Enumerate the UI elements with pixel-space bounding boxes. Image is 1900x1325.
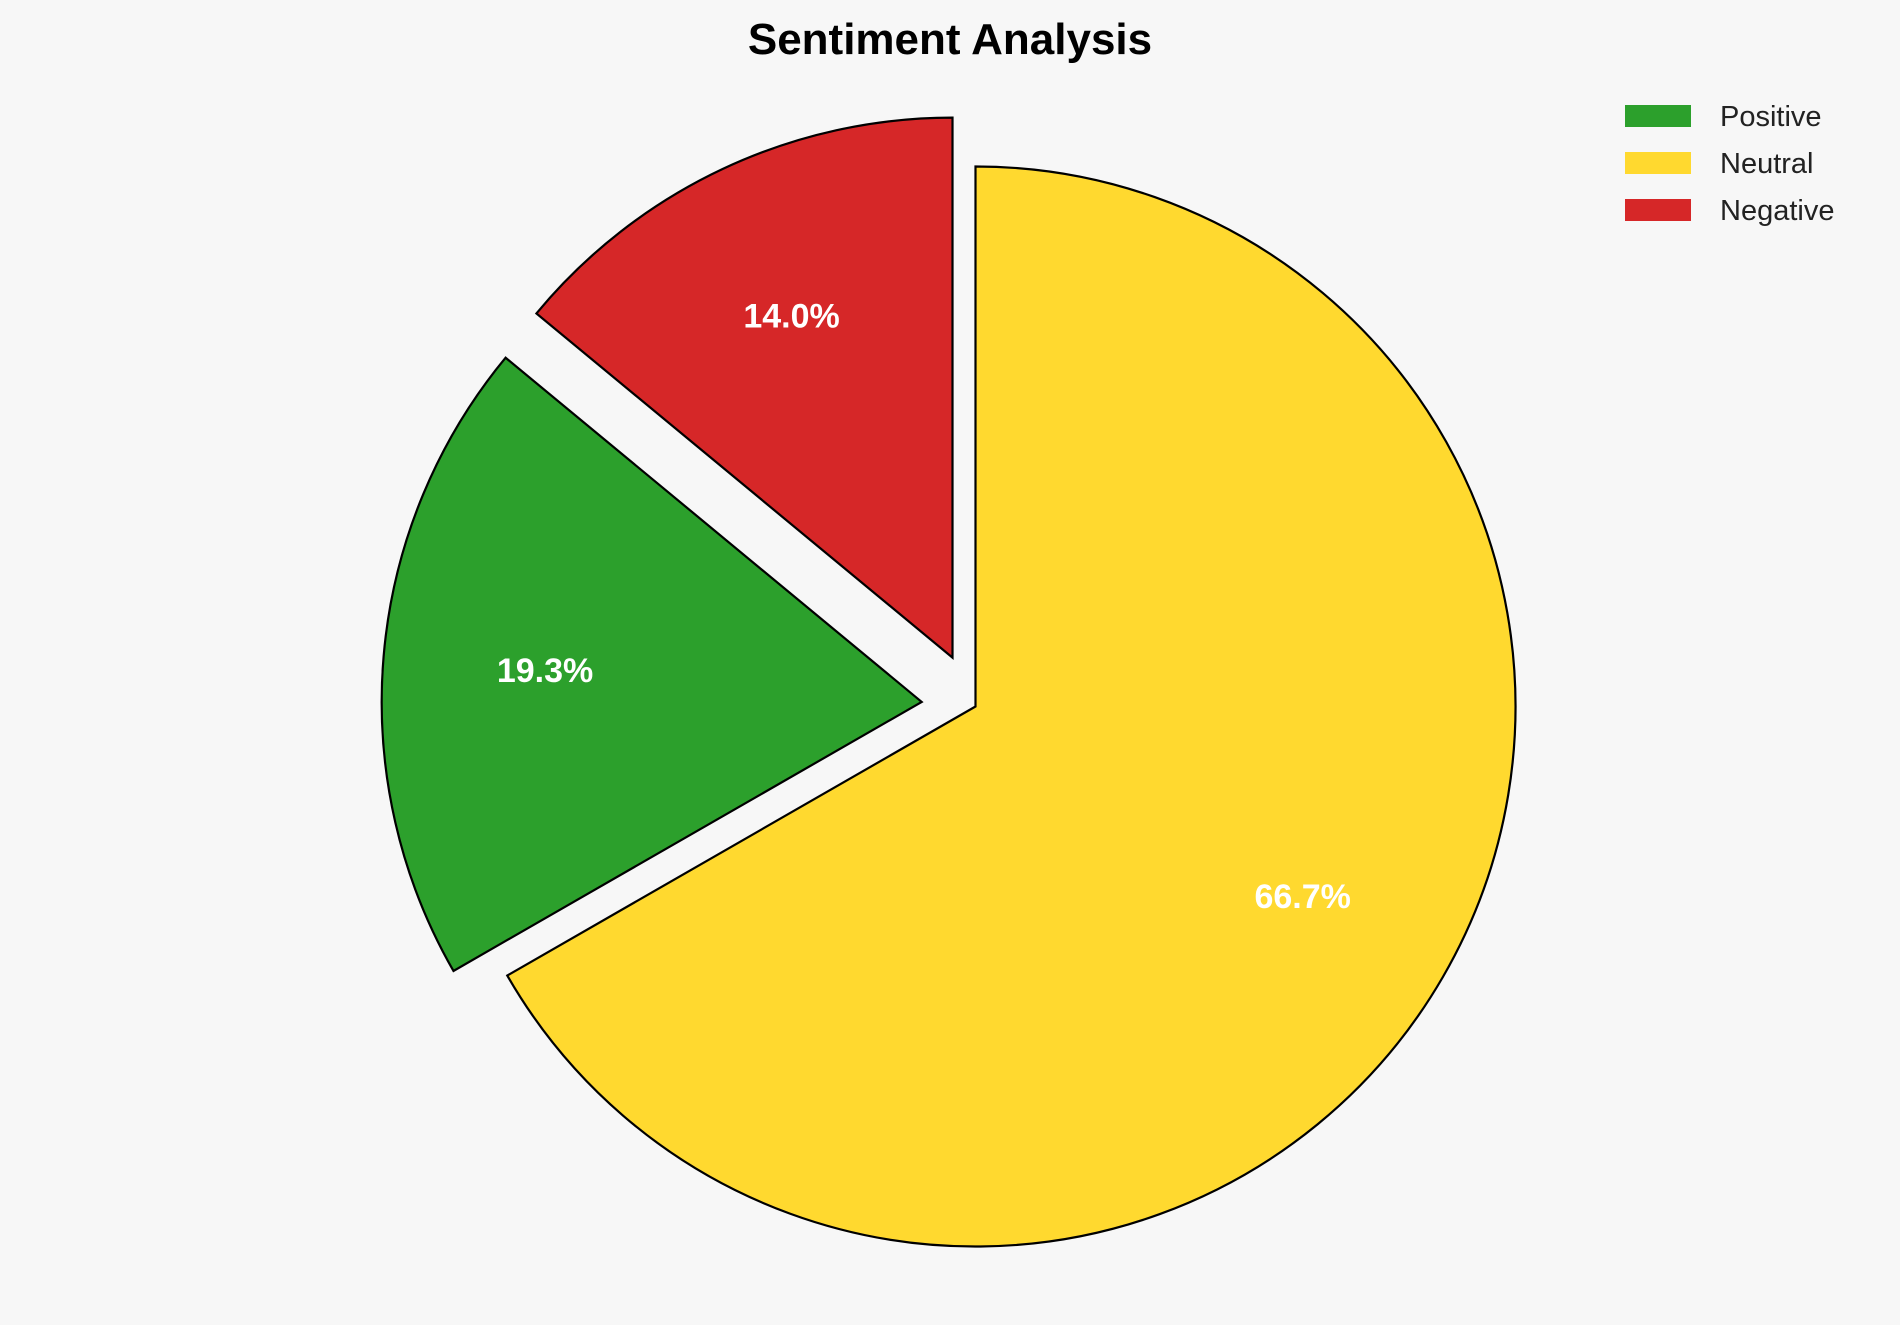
legend-swatch-positive xyxy=(1625,105,1691,127)
slice-label-positive: 19.3% xyxy=(497,652,593,690)
chart-title: Sentiment Analysis xyxy=(748,15,1152,64)
legend-label-positive: Positive xyxy=(1720,101,1822,133)
pie-slice-positive xyxy=(380,356,924,973)
pie-slice-negative xyxy=(534,116,954,660)
legend-swatch-neutral xyxy=(1625,152,1691,174)
pie-slice-neutral xyxy=(505,165,1517,1248)
legend: Positive Neutral Negative xyxy=(1625,101,1834,227)
slice-label-negative: 14.0% xyxy=(743,298,839,336)
legend-label-neutral: Neutral xyxy=(1720,148,1814,180)
legend-label-negative: Negative xyxy=(1720,195,1834,227)
legend-swatch-negative xyxy=(1625,199,1691,221)
slice-label-neutral: 66.7% xyxy=(1254,878,1350,916)
